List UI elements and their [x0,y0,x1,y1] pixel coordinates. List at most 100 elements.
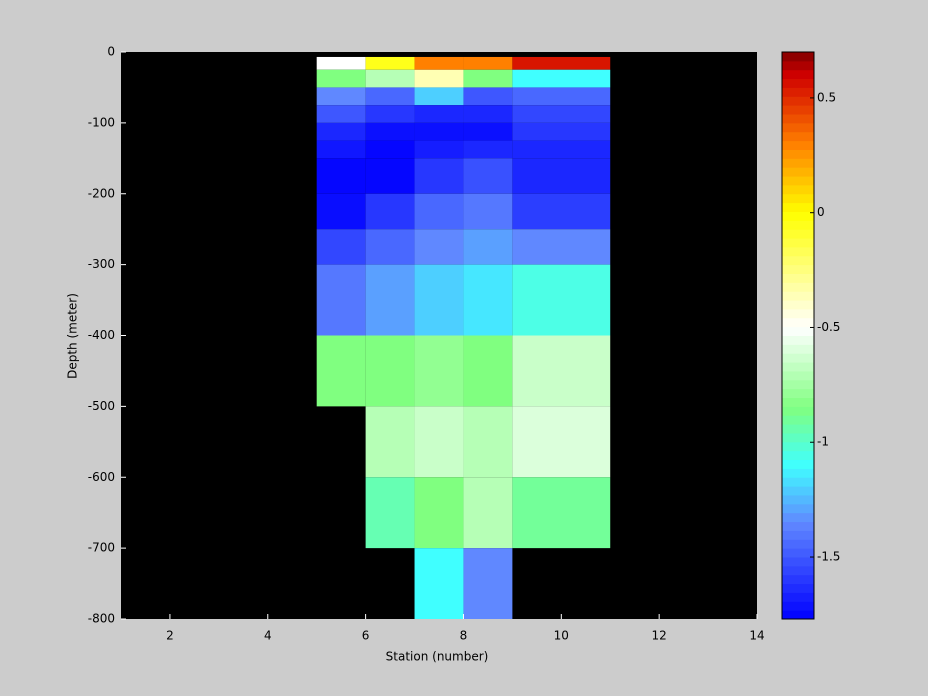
heatmap-cell [512,229,611,265]
colorbar-band [782,193,814,204]
heatmap-cell [463,122,513,141]
x-tick-label: 6 [362,629,370,643]
colorbar-band [782,52,814,62]
heatmap-cell [414,87,464,106]
heatmap-cell [463,335,513,407]
heatmap-cell [463,105,513,123]
y-axis-label: Depth (meter) [66,293,80,379]
colorbar-band [782,291,814,301]
heatmap-cell [365,122,415,141]
heatmap-cell [463,477,513,549]
colorbar-band [782,574,814,585]
colorbar-band [782,512,814,523]
heatmap-cell [463,406,513,478]
colorbar-band [782,202,814,212]
colorbar-band [782,370,814,381]
colorbar-band [782,556,814,567]
heatmap-cell [316,229,366,265]
colorbar-band [782,344,814,354]
y-tick-label: -700 [88,541,115,555]
heatmap-cell [414,158,464,194]
colorbar-band [782,255,814,266]
heatmap-cell [365,140,415,159]
colorbar-band [782,548,814,558]
heatmap-cell [316,56,366,70]
y-tick-label: -800 [88,612,115,626]
heatmap-cell [463,548,513,619]
heatmap-cell [414,69,464,88]
heatmap-cell [414,548,464,619]
y-tick-label: -300 [88,257,115,271]
heatmap-cell [316,69,366,88]
heatmap-cell [365,158,415,194]
colorbar-tick-label: 0.5 [817,90,836,104]
heatmap-cell [365,193,415,230]
colorbar-band [782,565,814,576]
heatmap-cell [512,264,611,336]
x-tick-label: 2 [166,629,174,643]
colorbar-band [782,415,814,425]
colorbar-band [782,105,814,115]
heatmap-cell [365,87,415,106]
heatmap-cell [512,87,611,106]
heatmap-cell [512,140,611,159]
heatmap-cell [414,105,464,123]
colorbar-band [782,220,814,230]
heatmap-cell [365,229,415,265]
colorbar-band [782,432,814,443]
x-tick-label: 10 [554,629,569,643]
colorbar-band [782,149,814,159]
heatmap-cell [365,264,415,336]
colorbar-band [782,477,814,487]
heatmap-cell [512,105,611,123]
heatmap-cell [463,56,513,70]
colorbar-band [782,468,814,478]
heatmap-cell [365,56,415,70]
colorbar-tick-label: 0 [817,205,825,219]
heatmap-cell [316,87,366,106]
colorbar-band [782,273,814,283]
colorbar-band [782,122,814,133]
colorbar-band [782,176,814,186]
heatmap-cell [512,56,611,70]
x-tick-label: 14 [749,629,764,643]
heatmap-cell [512,406,611,478]
heatmap-cell [512,69,611,88]
heatmap-cell [463,87,513,106]
y-tick-label: -600 [88,470,115,484]
colorbar-band [782,211,814,221]
colorbar-band [782,592,814,602]
colorbar-band [782,521,814,531]
colorbar-band [782,539,814,549]
colorbar-frame [781,51,815,620]
colorbar-band [782,486,814,496]
colorbar-band [782,335,814,345]
heatmap-cell [414,140,464,159]
colorbar-band [782,388,814,399]
heatmap-cell [316,158,366,194]
heatmap-cell [414,229,464,265]
heatmap-cell [316,193,366,230]
colorbar-tick-label: -0.5 [817,320,840,334]
heatmap-cell [512,158,611,194]
colorbar-band [782,308,814,319]
heatmap-cell [414,264,464,336]
colorbar-band [782,60,814,71]
heatmap-cell [365,406,415,478]
heatmap-cell [316,335,366,407]
heatmap-cell [365,477,415,549]
colorbar-band [782,441,814,452]
heatmap-cell [365,105,415,123]
colorbar-band [782,406,814,416]
colorbar-band [782,78,814,88]
colorbar-band [782,397,814,407]
colorbar-band [782,326,814,336]
x-tick-label: 8 [460,629,468,643]
colorbar-band [782,184,814,195]
y-tick-label: -100 [88,115,115,129]
heatmap-cell [316,264,366,336]
colorbar-band [782,96,814,106]
heatmap-cell [316,105,366,123]
colorbar-band [782,610,814,620]
